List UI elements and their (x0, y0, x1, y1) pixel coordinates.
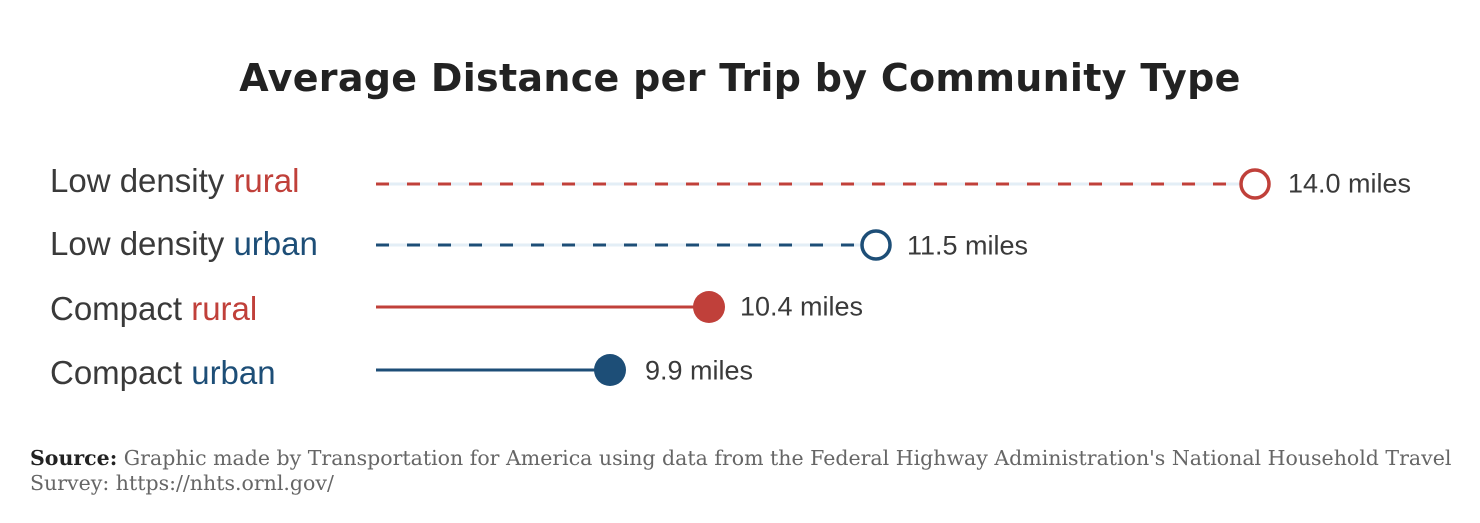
value-label-compact-urban: 9.9 miles (645, 355, 754, 386)
row-label-suffix-urban: urban (191, 354, 276, 391)
series-low-density-urban (376, 229, 892, 261)
source-note: Source: Graphic made by Transportation f… (30, 446, 1460, 496)
filled-circle-marker (594, 354, 626, 386)
filled-circle-marker (693, 291, 725, 323)
row-label-prefix: Compact (50, 354, 192, 391)
hollow-circle-marker (1239, 168, 1271, 200)
row-label-compact-urban: Compact urban (50, 354, 276, 392)
row-label-prefix: Compact (50, 290, 192, 327)
source-label: Source: (30, 446, 118, 470)
row-label-prefix: Low density (50, 162, 234, 199)
row-label-low-density-rural: Low density rural (50, 162, 299, 200)
series-low-density-rural (376, 168, 1271, 200)
hollow-circle-marker (860, 229, 892, 261)
series-compact-urban (376, 354, 626, 386)
value-label-compact-rural: 10.4 miles (740, 291, 864, 322)
series-compact-rural (376, 291, 725, 323)
value-label-low-density-rural: 14.0 miles (1288, 168, 1412, 199)
row-label-suffix-rural: rural (191, 290, 258, 327)
row-label-suffix-rural: rural (233, 162, 300, 199)
row-label-prefix: Low density (50, 225, 234, 262)
value-label-low-density-urban: 11.5 miles (907, 230, 1029, 261)
source-text: Graphic made by Transportation for Ameri… (30, 446, 1452, 495)
row-label-compact-rural: Compact rural (50, 290, 257, 328)
row-label-low-density-urban: Low density urban (50, 225, 318, 263)
chart-title: Average Distance per Trip by Community T… (239, 56, 1241, 100)
row-label-suffix-urban: urban (233, 225, 318, 262)
